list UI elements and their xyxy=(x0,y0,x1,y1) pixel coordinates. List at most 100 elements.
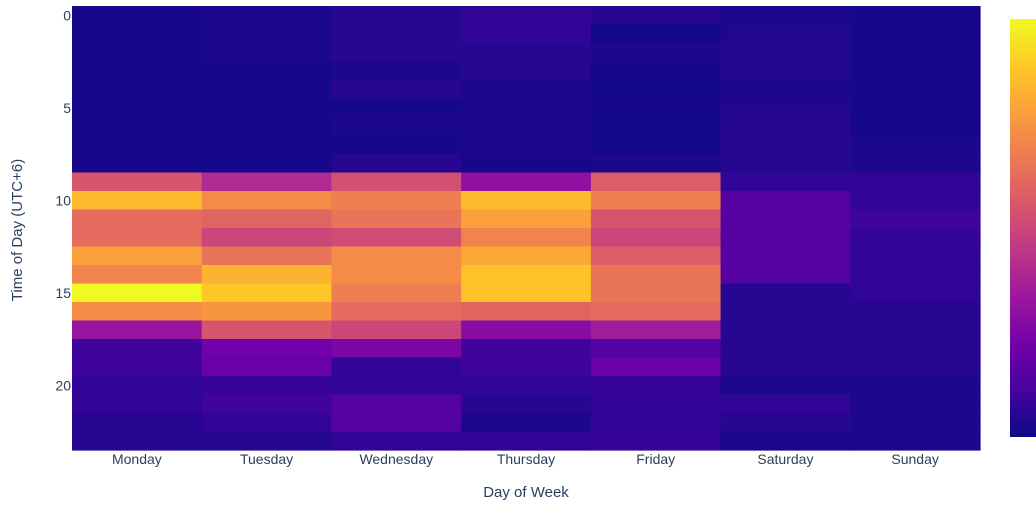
heatmap-cell xyxy=(720,228,851,248)
heatmap-cell xyxy=(850,320,981,340)
heatmap-cell xyxy=(201,302,333,322)
heatmap-cell xyxy=(72,265,203,285)
heatmap-cell xyxy=(201,357,333,377)
heatmap-cell xyxy=(720,117,851,137)
heatmap-cell xyxy=(331,265,462,285)
heatmap-cell xyxy=(850,98,981,118)
heatmap-cell xyxy=(461,246,592,266)
y-tick-label: 0 xyxy=(63,7,71,23)
heatmap-cell xyxy=(461,376,592,396)
heatmap-cell xyxy=(720,394,851,414)
heatmap-cell xyxy=(331,117,462,137)
heatmap-cell xyxy=(850,172,981,192)
heatmap-cell xyxy=(590,80,722,100)
heatmap-cell xyxy=(590,431,722,451)
heatmap-cell xyxy=(461,302,592,322)
heatmap-cell xyxy=(850,228,981,248)
heatmap-cell xyxy=(720,154,851,174)
heatmap-cell xyxy=(72,302,203,322)
heatmap-cell xyxy=(201,265,333,285)
heatmap-cell xyxy=(201,413,333,433)
heatmap-cell xyxy=(461,117,592,137)
y-tick-label: 5 xyxy=(63,100,71,116)
heatmap-cell xyxy=(850,154,981,174)
heatmap-cell xyxy=(331,376,462,396)
heatmap-cell xyxy=(201,376,333,396)
heatmap-cell xyxy=(461,154,592,174)
heatmap-cell xyxy=(590,246,722,266)
heatmap-cell xyxy=(331,413,462,433)
heatmap-cell xyxy=(72,117,203,137)
heatmap-cell xyxy=(72,339,203,359)
x-tick-label: Monday xyxy=(112,451,162,467)
heatmap-cell xyxy=(201,154,333,174)
heatmap-cell xyxy=(72,376,203,396)
heatmap-cell xyxy=(850,357,981,377)
heatmap-cell xyxy=(720,413,851,433)
heatmap-cell xyxy=(331,43,462,63)
heatmap-cell xyxy=(72,283,203,303)
heatmap-cell xyxy=(331,209,462,229)
heatmap-cell xyxy=(201,24,333,44)
heatmap-cell xyxy=(72,320,203,340)
heatmap-cell xyxy=(201,61,333,81)
heatmap-cell xyxy=(850,24,981,44)
heatmap-cell xyxy=(720,265,851,285)
heatmap-cell xyxy=(461,339,592,359)
heatmap-cell xyxy=(461,135,592,155)
heatmap-cell xyxy=(590,98,722,118)
heatmap-cell xyxy=(590,357,722,377)
heatmap-cell xyxy=(590,339,722,359)
x-tick-label: Friday xyxy=(636,451,675,467)
heatmap-cell xyxy=(590,135,722,155)
heatmap-cell xyxy=(201,6,333,26)
heatmap-cell xyxy=(850,283,981,303)
heatmap-cell xyxy=(201,135,333,155)
heatmap-cell xyxy=(331,394,462,414)
heatmap-cell xyxy=(590,376,722,396)
heatmap-cell xyxy=(331,302,462,322)
heatmap-cell xyxy=(201,191,333,211)
heatmap-cell xyxy=(461,6,592,26)
heatmap-cell xyxy=(590,6,722,26)
heatmap-cell xyxy=(72,80,203,100)
heatmap-cell xyxy=(72,6,203,26)
heatmap-cell xyxy=(590,117,722,137)
heatmap-cell xyxy=(72,154,203,174)
heatmap-cell xyxy=(590,191,722,211)
heatmap-cell xyxy=(720,302,851,322)
heatmap-cell xyxy=(331,339,462,359)
heatmap-cell xyxy=(331,191,462,211)
heatmap-cell xyxy=(720,98,851,118)
heatmap-cell xyxy=(461,172,592,192)
heatmap-cell xyxy=(461,265,592,285)
heatmap-cell xyxy=(461,320,592,340)
heatmap-cell xyxy=(461,283,592,303)
heatmap-cell xyxy=(720,209,851,229)
heatmap-cell xyxy=(850,413,981,433)
x-axis-label: Day of Week xyxy=(483,484,569,501)
heatmap-cell xyxy=(331,61,462,81)
heatmap-cell xyxy=(72,431,203,451)
heatmap-cell xyxy=(201,209,333,229)
heatmap-cell xyxy=(720,43,851,63)
heatmap-cell xyxy=(201,283,333,303)
y-tick-label: 15 xyxy=(55,285,71,301)
heatmap-cells xyxy=(72,6,981,451)
heatmap-cell xyxy=(720,320,851,340)
colorbar xyxy=(1010,19,1036,437)
heatmap-cell xyxy=(720,357,851,377)
heatmap-cell xyxy=(201,98,333,118)
heatmap-cell xyxy=(72,413,203,433)
heatmap-cell xyxy=(331,320,462,340)
heatmap-cell xyxy=(331,154,462,174)
heatmap-cell xyxy=(720,431,851,451)
heatmap-cell xyxy=(72,246,203,266)
heatmap-cell xyxy=(331,172,462,192)
heatmap-cell xyxy=(201,80,333,100)
heatmap-cell xyxy=(201,394,333,414)
heatmap-cell xyxy=(331,6,462,26)
heatmap-cell xyxy=(201,320,333,340)
